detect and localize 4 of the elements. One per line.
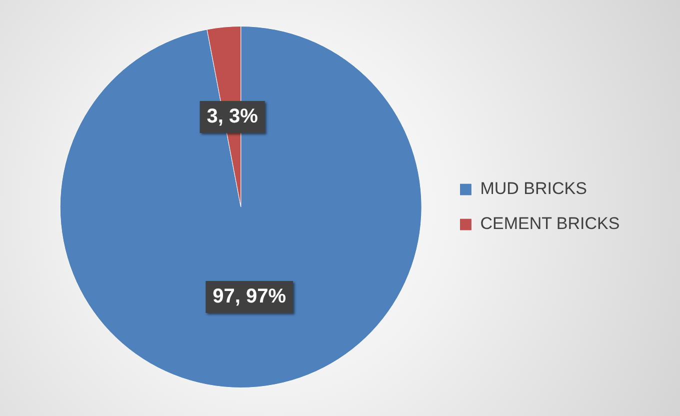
data-label: 97, 97% bbox=[212, 285, 286, 308]
legend-label: CEMENT BRICKS bbox=[480, 214, 620, 234]
legend-label: MUD BRICKS bbox=[480, 179, 587, 198]
data-label: 3, 3% bbox=[206, 106, 258, 128]
